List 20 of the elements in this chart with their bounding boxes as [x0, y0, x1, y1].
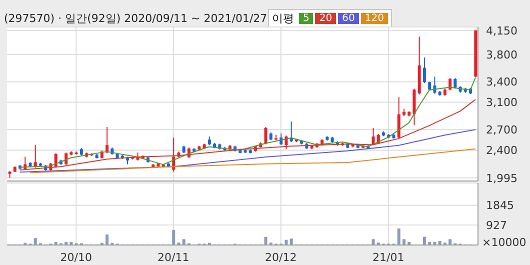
- legend-title: 이평: [272, 11, 294, 26]
- x-tick-label: 20/12: [265, 250, 297, 264]
- x-tick-label: 21/01: [372, 250, 404, 264]
- text: 120: [360, 13, 388, 24]
- y-tick-label: 3,100: [486, 96, 518, 110]
- x-tick-label: 20/11: [158, 250, 190, 264]
- y-tick-label: 1,995: [486, 172, 518, 185]
- chart-title: (297570) · 일간(92일) 2020/09/11 ~ 2021/01/27: [4, 11, 268, 26]
- y-axis-title: ×10000: [482, 236, 526, 249]
- y-tick-label: 3,400: [486, 76, 518, 89]
- text: 60: [338, 13, 359, 24]
- y-tick-label: 4,150: [486, 24, 518, 38]
- y-tick-label: 927: [486, 218, 507, 232]
- y-tick-label: 1845: [486, 199, 514, 212]
- y-tick-label: 2,700: [486, 124, 518, 137]
- text: 5: [299, 13, 314, 24]
- y-tick-label: 2,400: [486, 144, 518, 158]
- y-tick-label: 3,800: [486, 48, 518, 62]
- x-tick-label: 20/10: [60, 250, 92, 264]
- text: 20: [315, 13, 336, 24]
